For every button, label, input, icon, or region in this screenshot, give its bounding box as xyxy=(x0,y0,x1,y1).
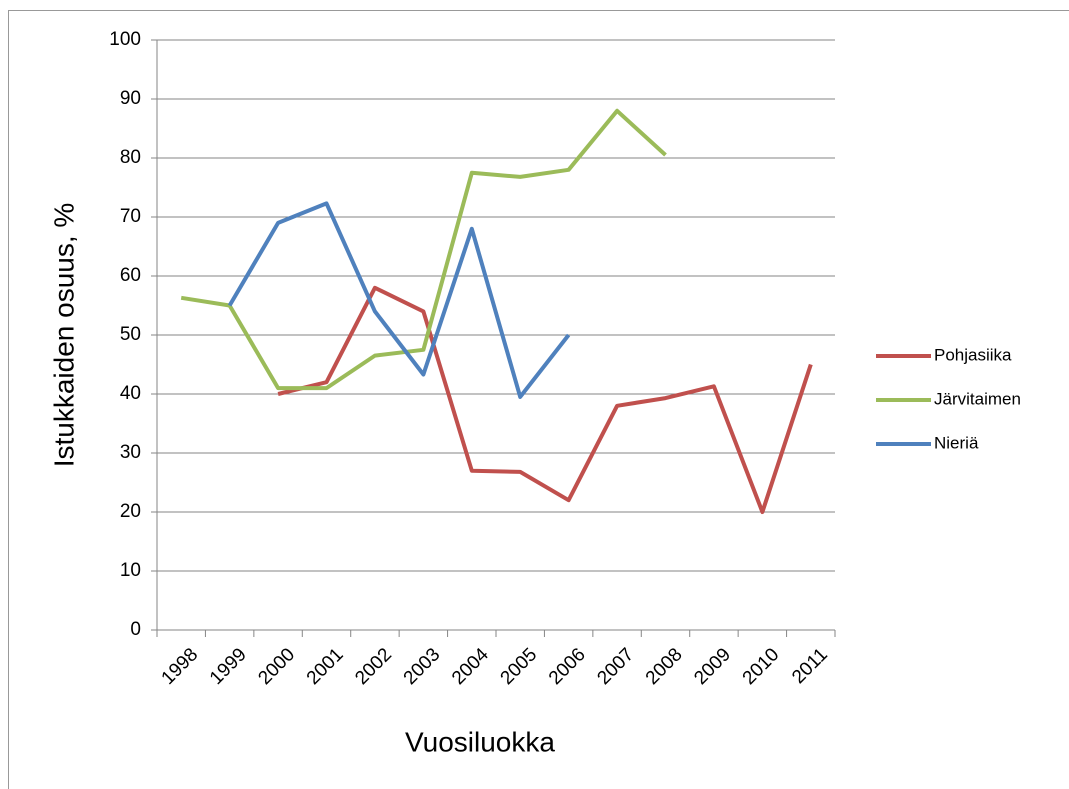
y-tick-label: 0 xyxy=(130,619,141,640)
legend-label: Järvitaimen xyxy=(934,389,1021,408)
x-tick-label: 2009 xyxy=(690,644,735,689)
series-line xyxy=(277,285,813,514)
series-line xyxy=(180,108,667,391)
x-tick-label: 2007 xyxy=(593,644,638,689)
x-tick-label: 2003 xyxy=(400,644,445,689)
legend-label: Pohjasiika xyxy=(934,345,1012,364)
x-tick-label: 1999 xyxy=(206,644,251,689)
x-tick-label: 2002 xyxy=(351,644,396,689)
y-tick-label: 70 xyxy=(120,206,141,227)
legend-label: Nieriä xyxy=(934,433,979,452)
y-tick-label: 100 xyxy=(109,29,141,50)
x-axis-title: Vuosiluokka xyxy=(405,726,555,757)
x-tick-label: 1998 xyxy=(158,644,203,689)
y-tick-label: 60 xyxy=(120,265,141,286)
y-tick-label: 50 xyxy=(120,324,141,345)
x-tick-label: 2005 xyxy=(497,644,542,689)
y-tick-label: 90 xyxy=(120,88,141,109)
y-tick-label: 80 xyxy=(120,147,141,168)
y-tick-label: 40 xyxy=(120,383,141,404)
x-tick-label: 2011 xyxy=(788,644,832,688)
x-tick-label: 2006 xyxy=(545,644,590,689)
frame xyxy=(8,10,1069,789)
series-line xyxy=(227,201,571,399)
y-tick-label: 20 xyxy=(120,501,141,522)
x-tick-label: 2010 xyxy=(739,644,784,689)
y-tick-label: 10 xyxy=(120,560,141,581)
x-tick-label: 2001 xyxy=(303,644,348,689)
x-tick-label: 2000 xyxy=(254,644,299,689)
y-axis-title: Istukkaiden osuus, % xyxy=(48,203,79,468)
y-tick-label: 30 xyxy=(120,442,141,463)
x-tick-label: 2004 xyxy=(448,644,493,689)
x-tick-label: 2008 xyxy=(642,644,687,689)
